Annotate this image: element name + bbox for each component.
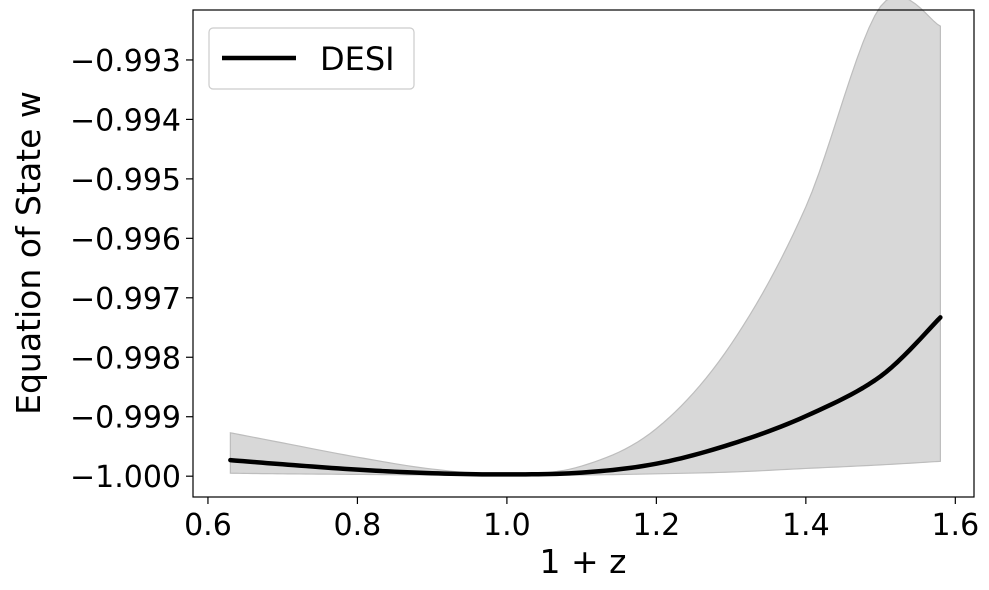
x-ticks: 0.6 0.8 1.0 1.2 1.4 1.6 — [184, 497, 979, 543]
legend-box — [208, 27, 415, 90]
y-tick-label: −0.998 — [70, 341, 181, 376]
legend-entry-desi: DESI — [320, 40, 395, 78]
y-tick-label: −0.997 — [70, 282, 181, 317]
y-axis-label: Equation of State w — [9, 91, 48, 415]
x-tick-label: 1.2 — [633, 508, 681, 543]
series-line-layer — [228, 315, 943, 477]
x-tick-label: 1.0 — [483, 508, 531, 543]
x-tick-label: 1.4 — [782, 508, 830, 543]
series-line-desi — [228, 315, 943, 477]
y-tick-label: −0.993 — [70, 44, 181, 79]
x-tick-label: 1.6 — [931, 508, 979, 543]
legend: DESI — [208, 27, 415, 90]
x-tick-label: 0.6 — [184, 508, 232, 543]
y-tick-label: −0.999 — [70, 401, 181, 436]
y-tick-label: −0.994 — [70, 103, 181, 138]
y-tick-label: −0.995 — [70, 163, 181, 198]
plot-frame — [192, 9, 975, 498]
y-tick-label: −1.000 — [70, 460, 181, 495]
y-ticks: −0.993 −0.994 −0.995 −0.996 −0.997 −0.998 −0.9… — [70, 44, 193, 495]
y-tick-label: −0.996 — [70, 222, 181, 257]
x-axis-label: 1 + z — [540, 542, 627, 581]
x-tick-label: 0.8 — [334, 508, 382, 543]
